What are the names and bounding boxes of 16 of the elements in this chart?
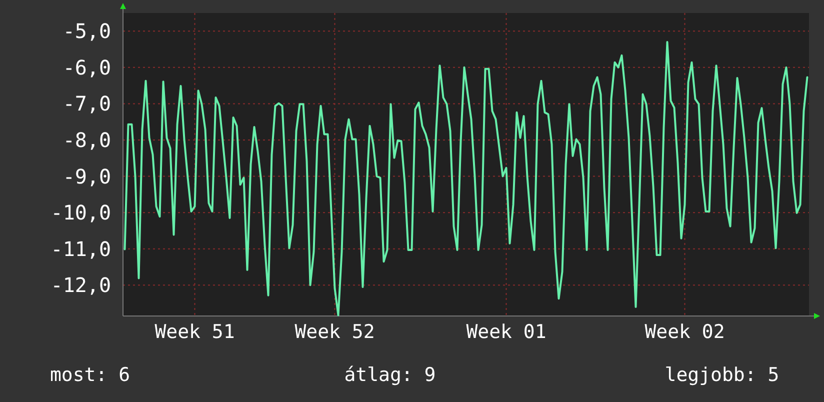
x-tick-label: Week 02 <box>644 321 725 343</box>
x-tick-label: Week 51 <box>154 321 235 343</box>
y-tick-label: -11,0 <box>50 236 111 261</box>
y-tick-label: -12,0 <box>50 273 111 298</box>
y-tick-label: -10,0 <box>50 200 111 225</box>
y-tick-label: -5,0 <box>62 19 111 44</box>
y-tick-label: -7,0 <box>62 92 111 116</box>
y-tick-label: -8,0 <box>62 128 111 152</box>
line-series <box>124 41 808 316</box>
y-tick-label: -9,0 <box>62 164 111 188</box>
x-tick-label: Week 01 <box>466 321 546 343</box>
text: most: 6 <box>50 364 130 386</box>
y-tick-label: -6,0 <box>62 55 111 80</box>
text: átlag: 9 <box>344 364 436 386</box>
x-tick-label: Week 52 <box>294 321 375 343</box>
text: legjobb: 5 <box>664 364 780 386</box>
